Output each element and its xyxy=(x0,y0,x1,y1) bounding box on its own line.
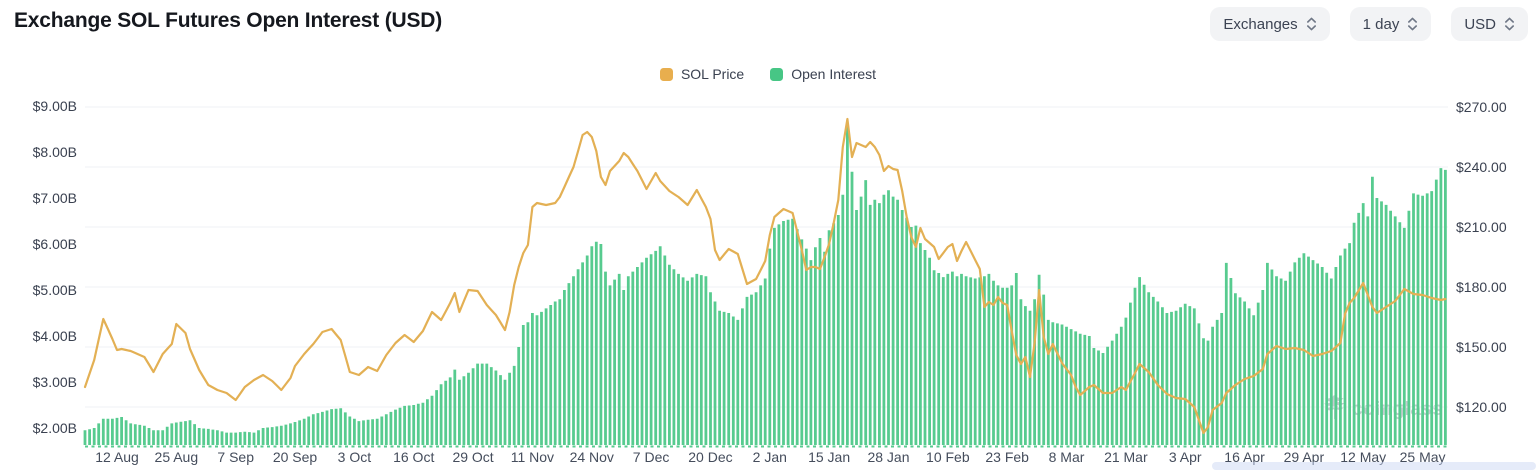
page-title: Exchange SOL Futures Open Interest (USD) xyxy=(14,9,443,32)
y-axis-left-label: $3.00B xyxy=(32,374,77,390)
x-axis-label: 21 Mar xyxy=(1104,449,1148,465)
x-axis-label: 29 Apr xyxy=(1283,449,1325,465)
y-axis-right-label: $210.00 xyxy=(1456,219,1507,235)
x-axis-label: 3 Apr xyxy=(1168,449,1202,465)
x-axis-label: 12 May xyxy=(1340,449,1387,465)
x-axis-label: 16 Apr xyxy=(1224,449,1265,465)
exchanges-dropdown[interactable]: Exchanges xyxy=(1210,7,1330,41)
y-axis-left-label: $9.00B xyxy=(32,98,77,114)
interval-dropdown[interactable]: 1 day xyxy=(1349,7,1432,41)
chart-controls: Exchanges 1 day USD xyxy=(1210,7,1528,41)
legend-item-sol-price[interactable]: SOL Price xyxy=(659,66,745,82)
chevron-updown-icon xyxy=(1504,17,1515,31)
x-axis-label: 2 Jan xyxy=(752,449,787,465)
x-axis-label: 10 Feb xyxy=(926,449,970,465)
open-interest-swatch-icon xyxy=(770,67,784,81)
chevron-updown-icon xyxy=(1306,17,1317,31)
x-axis-label: 7 Sep xyxy=(217,449,254,465)
sol-price-swatch-icon xyxy=(659,67,673,81)
sol-price-line[interactable] xyxy=(83,117,1447,435)
y-axis-right-label: $270.00 xyxy=(1456,99,1507,115)
interval-dropdown-label: 1 day xyxy=(1362,15,1400,33)
y-axis-left-label: $8.00B xyxy=(32,144,77,160)
y-axis-right-label: $120.00 xyxy=(1456,399,1507,415)
x-axis-label: 25 May xyxy=(1399,449,1446,465)
x-axis-label: 8 Mar xyxy=(1048,449,1085,465)
chart-legend: SOL Price Open Interest xyxy=(0,66,1536,82)
chevron-updown-icon xyxy=(1407,17,1418,31)
x-axis-label: 16 Oct xyxy=(393,449,435,465)
currency-dropdown-label: USD xyxy=(1464,15,1496,33)
y-axis-left-label: $2.00B xyxy=(32,420,77,436)
coinglass-watermark-text: coinglass xyxy=(1352,398,1444,420)
x-axis-label: 25 Aug xyxy=(154,449,199,465)
x-axis-label: 24 Nov xyxy=(569,449,614,465)
y-axis-right-label: $240.00 xyxy=(1456,159,1507,175)
legend-label-open-interest: Open Interest xyxy=(791,66,877,82)
x-axis-label: 23 Feb xyxy=(985,449,1029,465)
y-axis-left-label: $5.00B xyxy=(32,282,77,298)
x-axis-label: 28 Jan xyxy=(867,449,910,465)
y-axis-right-label: $180.00 xyxy=(1456,279,1507,295)
legend-label-sol-price: SOL Price xyxy=(680,66,745,82)
x-axis-label: 29 Oct xyxy=(452,449,494,465)
x-axis-label: 7 Dec xyxy=(632,449,670,465)
x-axis-label: 11 Nov xyxy=(510,449,555,465)
y-axis-right-label: $150.00 xyxy=(1456,339,1507,355)
y-axis-left-label: $4.00B xyxy=(32,328,77,344)
x-axis-label: 20 Dec xyxy=(688,449,733,465)
x-axis-label: 20 Sep xyxy=(272,449,318,465)
x-axis-label: 3 Oct xyxy=(337,449,372,465)
x-axis-label: 12 Aug xyxy=(95,449,139,465)
y-axis-left-label: $7.00B xyxy=(32,190,77,206)
legend-item-open-interest[interactable]: Open Interest xyxy=(770,66,876,82)
scrollbar-strip[interactable] xyxy=(1212,462,1536,470)
open-interest-bars[interactable] xyxy=(83,123,1447,445)
currency-dropdown[interactable]: USD xyxy=(1451,7,1528,41)
y-axis-left-label: $6.00B xyxy=(32,236,77,252)
exchanges-dropdown-label: Exchanges xyxy=(1223,15,1298,33)
x-axis-label: 15 Jan xyxy=(808,449,851,465)
